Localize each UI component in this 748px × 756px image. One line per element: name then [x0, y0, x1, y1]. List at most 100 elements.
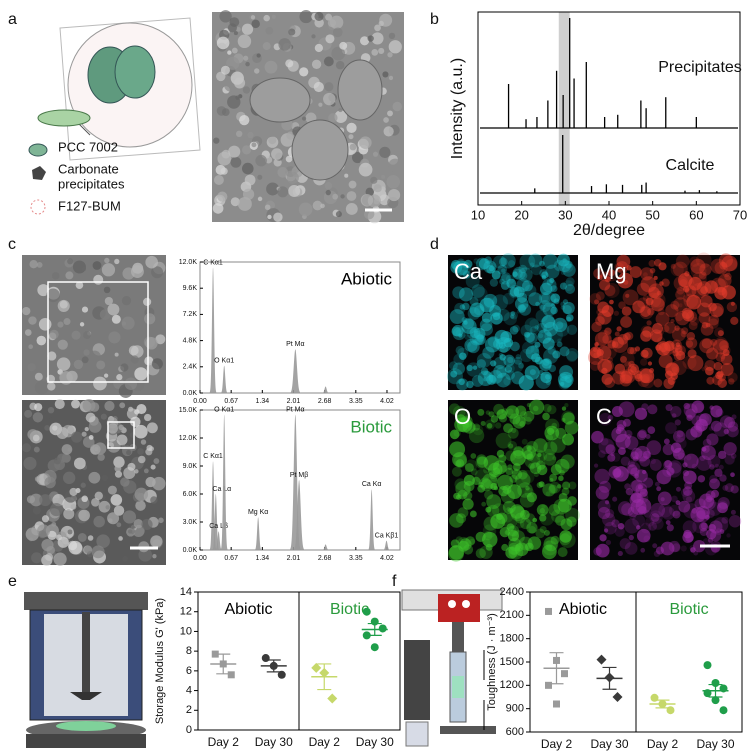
map-texture [705, 495, 713, 503]
texture [320, 203, 325, 209]
map-texture [531, 353, 541, 363]
texture [25, 527, 40, 541]
map-texture [501, 268, 506, 273]
map-texture [658, 354, 673, 369]
texture [249, 77, 311, 123]
y-tick-label: 4 [186, 684, 192, 696]
map-texture [565, 277, 575, 287]
map-texture [542, 544, 557, 560]
texture [107, 512, 120, 525]
texture [265, 26, 274, 35]
map-texture [533, 438, 548, 453]
map-texture [692, 518, 707, 534]
point [596, 654, 607, 665]
texture [233, 31, 238, 36]
map-texture [517, 302, 525, 309]
map-texture [541, 314, 555, 329]
map-texture [462, 302, 470, 311]
point [378, 624, 387, 633]
map-texture [676, 430, 684, 438]
map-texture [566, 516, 577, 527]
map-texture [486, 374, 497, 385]
legend-label: precipitates [58, 176, 125, 191]
texture [68, 540, 83, 555]
map-texture [618, 447, 626, 456]
texture [371, 32, 384, 45]
map-texture [512, 271, 518, 277]
map-texture [714, 278, 728, 293]
map-texture [721, 255, 738, 272]
map-texture [723, 442, 737, 456]
texture [338, 108, 343, 113]
map-texture [517, 267, 533, 282]
texture [119, 402, 126, 409]
texture [80, 482, 86, 488]
map-texture [697, 302, 712, 317]
map-texture [476, 359, 487, 369]
texture [311, 59, 322, 69]
map-texture [475, 257, 489, 271]
map-texture [475, 456, 489, 469]
map-texture [526, 441, 539, 453]
map-texture [597, 329, 612, 344]
texture [98, 500, 111, 513]
map-texture [524, 365, 540, 381]
map-texture [700, 522, 708, 530]
map-texture [555, 322, 570, 337]
map-texture [452, 286, 465, 299]
point [553, 700, 560, 708]
map-texture [515, 472, 531, 488]
texture [113, 505, 125, 516]
map-texture [594, 299, 600, 305]
texture [212, 203, 224, 214]
texture [254, 68, 260, 74]
map-texture [652, 543, 658, 549]
map-texture [617, 501, 632, 516]
peak [322, 386, 330, 393]
map-texture [652, 322, 663, 334]
map-texture [610, 452, 615, 457]
map-texture [549, 478, 554, 483]
map-texture [713, 422, 729, 437]
map-texture [561, 487, 570, 496]
map-texture [658, 262, 667, 271]
sem-texture [212, 10, 402, 224]
map-texture [523, 450, 533, 460]
map-texture [518, 362, 525, 369]
map-texture [718, 464, 724, 470]
map-texture [551, 509, 565, 523]
map-texture [656, 469, 672, 485]
map-texture [457, 347, 469, 359]
map-texture [507, 427, 519, 439]
map-texture [713, 361, 723, 371]
texture [213, 175, 224, 185]
texture [151, 266, 164, 279]
x-tick-label: 2.01 [287, 555, 301, 562]
map-texture [717, 450, 727, 460]
map-texture [529, 326, 539, 335]
texture [231, 47, 238, 54]
map-texture [656, 290, 662, 296]
map-texture [539, 514, 547, 522]
texture [371, 49, 379, 56]
texture [141, 518, 153, 531]
map-texture [595, 486, 610, 500]
map-texture [693, 422, 702, 431]
peak [220, 414, 228, 550]
texture [114, 470, 123, 478]
texture [242, 86, 251, 94]
map-texture [519, 271, 528, 280]
map-texture [481, 501, 487, 507]
map-texture [455, 513, 467, 524]
texture [339, 41, 348, 50]
map-texture [683, 286, 690, 293]
map-texture [470, 453, 477, 459]
texture [44, 425, 50, 431]
map-texture [681, 307, 693, 319]
x-tick-label: 3.35 [349, 398, 363, 405]
map-texture [634, 445, 651, 462]
map-texture [701, 367, 706, 372]
map-texture [639, 358, 648, 366]
map-texture [455, 329, 463, 337]
map-texture [559, 469, 565, 476]
